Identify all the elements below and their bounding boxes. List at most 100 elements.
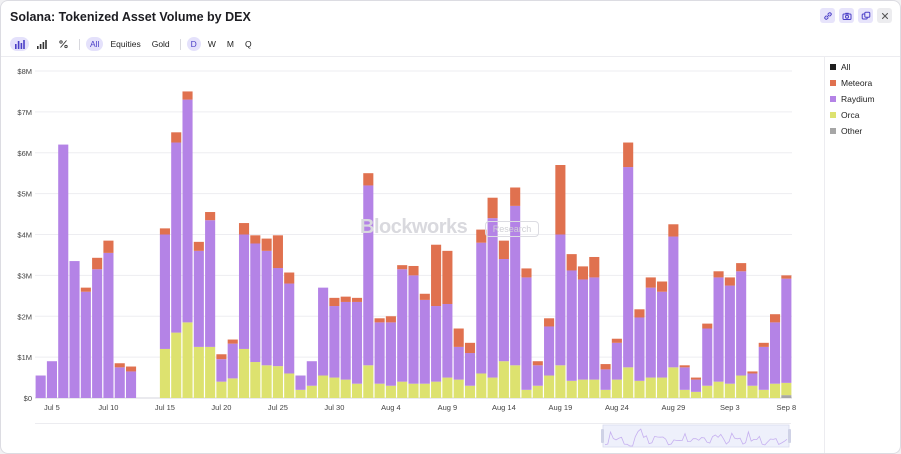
legend-label: All	[841, 62, 851, 72]
bar-segment-meteora	[634, 309, 645, 318]
signal-chart-type-button[interactable]	[32, 37, 51, 51]
bar-segment-meteora	[182, 91, 193, 100]
chart-title: Solana: Tokenized Asset Volume by DEX	[10, 10, 251, 24]
range-navigator[interactable]	[35, 423, 791, 449]
chart-legend: All Meteora Raydium Orca Other	[830, 59, 875, 139]
bar-segment-orca	[544, 375, 555, 398]
close-icon[interactable]	[877, 8, 892, 23]
bar-segment-orca	[589, 379, 600, 398]
bar-segment-orca	[374, 383, 385, 398]
bar-segment-meteora	[442, 250, 453, 304]
bar-segment-raydium	[657, 291, 668, 378]
bar-segment-orca	[690, 391, 702, 398]
bar-segment-orca	[397, 381, 408, 398]
bar-segment-meteora	[781, 275, 792, 279]
bar-segment-orca	[510, 365, 521, 398]
bar-segment-orca	[216, 381, 227, 398]
bar-segment-meteora	[284, 272, 295, 284]
bar-segment-meteora	[216, 354, 227, 360]
interval-daily[interactable]: D	[186, 37, 201, 51]
bar-segment-meteora	[724, 277, 735, 286]
bar-segment-raydium	[159, 234, 170, 349]
bar-segment-raydium	[521, 277, 532, 390]
bar-segment-raydium	[487, 218, 498, 378]
bar-segment-raydium	[69, 261, 80, 398]
toolbar-divider	[79, 38, 80, 50]
bar-segment-raydium	[92, 269, 103, 398]
bar-segment-meteora	[205, 212, 216, 221]
bar-segment-raydium	[329, 306, 340, 378]
percent-chart-type-button[interactable]	[54, 37, 73, 51]
bar-segment-orca	[227, 378, 238, 398]
bar-segment-meteora	[713, 271, 724, 278]
navigator-selection	[602, 424, 790, 448]
legend-label: Other	[841, 126, 863, 136]
bar-segment-orca	[747, 385, 758, 398]
bar-segment-raydium	[272, 268, 283, 367]
chart-plot: $0 $1M $2M $3M $4M $5M $6M $7M $8M Jul 5 Jul 10 Jul…	[17, 67, 797, 412]
bar-segment-meteora	[431, 244, 442, 307]
bar-segment-orca	[623, 367, 634, 398]
bar-segment-meteora	[679, 365, 690, 368]
interval-monthly[interactable]: M	[226, 39, 234, 49]
bar-segment-orca	[657, 377, 668, 398]
bar-segment-raydium	[318, 287, 329, 376]
bar-segment-orca	[159, 348, 170, 398]
bar-segment-orca	[645, 377, 656, 398]
legend-item-orca[interactable]: Orca	[830, 107, 875, 123]
bar-segment-raydium	[510, 205, 521, 366]
bar-chart-type-button[interactable]	[10, 37, 29, 51]
bar-segment-meteora	[736, 263, 747, 272]
filter-equities[interactable]: Equities	[110, 39, 141, 49]
bar-segment-raydium	[216, 359, 227, 382]
bar-segment-raydium	[690, 379, 702, 392]
x-tick-label: Aug 4	[381, 403, 401, 412]
x-tick-label: Aug 24	[605, 403, 629, 412]
y-tick-label: $1M	[17, 353, 32, 362]
bar-segment-raydium	[193, 250, 204, 347]
y-tick-label: $5M	[17, 190, 32, 199]
bar-segment-raydium	[35, 375, 46, 398]
bar-segment-meteora	[227, 339, 238, 344]
link-icon[interactable]	[820, 8, 835, 23]
camera-icon[interactable]	[839, 8, 854, 23]
bar-segment-orca	[272, 366, 283, 398]
x-tick-label: Jul 30	[324, 403, 344, 412]
legend-label: Meteora	[841, 78, 873, 88]
filter-gold[interactable]: Gold	[151, 39, 170, 49]
bar-segment-orca	[238, 348, 250, 398]
bar-segment-raydium	[182, 99, 193, 323]
bar-segment-raydium	[385, 322, 396, 386]
x-tick-label: Sep 3	[720, 403, 740, 412]
filter-all[interactable]: All	[86, 37, 104, 51]
bar-segment-meteora	[702, 323, 713, 329]
bar-segment-orca	[408, 383, 419, 398]
bar-segment-raydium	[589, 277, 600, 380]
bar-segment-orca	[182, 322, 193, 398]
bar-segment-orca	[634, 380, 645, 398]
bar-segment-orca	[770, 383, 781, 398]
navigator-series-line	[604, 428, 788, 447]
legend-label: Orca	[841, 110, 860, 120]
bar-segment-orca	[171, 332, 182, 398]
bar-segment-raydium	[566, 270, 577, 381]
x-tick-label: Sep 8	[777, 403, 797, 412]
bar-segment-orca	[781, 382, 792, 396]
bar-segment-meteora	[555, 165, 566, 235]
interval-quarterly[interactable]: Q	[244, 39, 252, 49]
x-tick-label: Jul 15	[155, 403, 175, 412]
interval-weekly[interactable]: W	[207, 39, 216, 49]
legend-item-raydium[interactable]: Raydium	[830, 91, 875, 107]
x-tick-label: Aug 14	[492, 403, 516, 412]
bar-segment-raydium	[103, 252, 114, 398]
bar-segment-raydium	[284, 283, 295, 374]
legend-item-other[interactable]: Other	[830, 123, 875, 139]
bar-segment-raydium	[498, 259, 509, 362]
copy-icon[interactable]	[858, 8, 873, 23]
legend-item-meteora[interactable]: Meteora	[830, 75, 875, 91]
legend-item-all[interactable]: All	[830, 59, 875, 75]
bar-segment-raydium	[408, 275, 419, 384]
bar-segment-raydium	[464, 353, 476, 386]
bar-segment-meteora	[645, 277, 656, 288]
